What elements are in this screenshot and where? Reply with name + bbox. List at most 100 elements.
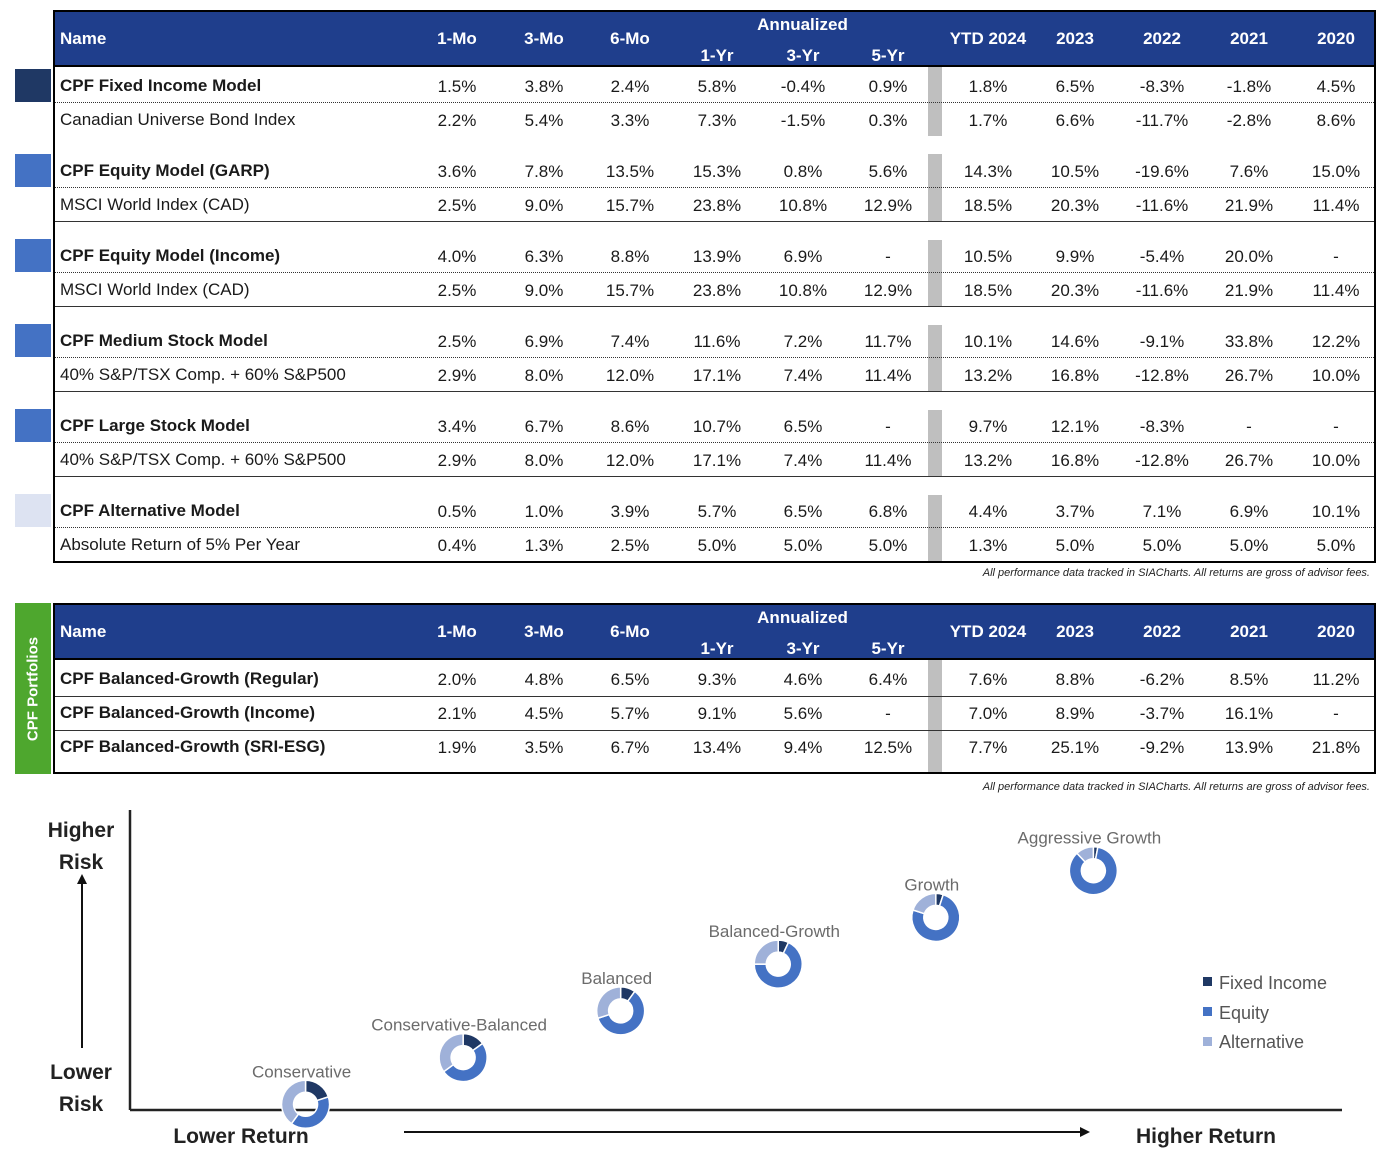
portfolio-point-balanced: Balanced (581, 969, 652, 1036)
cell-3-yr: 10.8% (778, 281, 828, 300)
cell-ytd-2024: 14.3% (963, 162, 1013, 181)
cell-2022: -12.8% (1135, 366, 1189, 385)
cell-2023: 9.9% (1055, 247, 1095, 266)
cell-6-mo: 5.7% (610, 704, 650, 723)
cell-3-yr: 9.4% (783, 738, 823, 757)
donut-slice-equity (753, 941, 803, 989)
cell-2022: -8.3% (1139, 417, 1185, 436)
donut-slice-alternative (1075, 845, 1095, 864)
cell-1-mo: 3.6% (437, 162, 477, 181)
point-label: Conservative (252, 1062, 351, 1081)
cell-3-yr: 6.5% (783, 502, 823, 521)
model-color-key (15, 324, 51, 357)
portfolio-point-growth: Growth (904, 875, 961, 943)
legend-label-equity: Equity (1219, 1003, 1269, 1023)
cell-2020: - (1333, 247, 1339, 266)
cell-2021: 6.9% (1229, 502, 1269, 521)
row-name: CPF Balanced-Growth (Income) (60, 703, 316, 722)
cell-1-mo: 2.9% (437, 366, 477, 385)
cell-ytd-2024: 10.1% (963, 332, 1013, 351)
cell-2023: 6.5% (1055, 77, 1095, 96)
row-name: CPF Alternative Model (60, 501, 240, 520)
row-name: CPF Equity Model (GARP) (60, 161, 270, 180)
cell-2020: 11.2% (1312, 670, 1360, 689)
cell-3-mo: 4.5% (524, 704, 564, 723)
portfolio-performance-table: Name Annualized 1-Mo 3-Mo 6-Mo 1-Yr 3-Yr 5-Yr… (53, 603, 1376, 774)
header-col-3-mo: 3-Mo (524, 29, 564, 48)
cell-3-mo: 3.8% (524, 77, 564, 96)
risk-arrow-head (77, 874, 87, 884)
portfolio-point-aggressive-growth: Aggressive Growth (1018, 829, 1161, 896)
header-col-2020: 2020 (1317, 622, 1355, 641)
table-row: CPF Balanced-Growth (Income) 2.1% 4.5% 5.7%… (55, 696, 1374, 731)
cell-6-mo: 12.0% (605, 366, 655, 385)
cell-1-mo: 3.4% (437, 417, 477, 436)
donut-slice-equity (442, 1042, 488, 1083)
cell-1-mo: 2.5% (437, 281, 477, 300)
cell-3-yr: 7.4% (783, 451, 823, 470)
cell-2020: 11.4% (1312, 196, 1360, 215)
cell-1-yr: 13.4% (692, 738, 742, 757)
cell-3-yr: 7.2% (783, 332, 823, 351)
cell-5-yr: 5.6% (868, 162, 908, 181)
cell-1-yr: 13.9% (692, 247, 742, 266)
cell-2020: 11.4% (1312, 281, 1360, 300)
header-col-6-mo: 6-Mo (610, 622, 650, 641)
cell-ytd-2024: 1.8% (968, 77, 1008, 96)
cell-1-mo: 2.5% (437, 196, 477, 215)
cell-3-yr: 5.6% (783, 704, 823, 723)
header-col-1-mo: 1-Mo (437, 622, 477, 641)
cell-3-mo: 9.0% (524, 281, 564, 300)
cell-5-yr: 12.9% (863, 281, 913, 300)
cell-6-mo: 2.5% (610, 536, 650, 555)
cell-2023: 20.3% (1050, 281, 1100, 300)
table-row: CPF Balanced-Growth (SRI-ESG) 1.9% 3.5% 6.7… (55, 730, 1374, 764)
cell-6-mo: 3.3% (610, 111, 650, 130)
cell-2021: 16.1% (1224, 704, 1274, 723)
model-color-key (15, 239, 51, 272)
cell-1-mo: 1.9% (437, 738, 477, 757)
footnote: All performance data tracked in SIAChart… (982, 781, 1370, 793)
cell-3-mo: 6.3% (524, 247, 564, 266)
header-col-2022: 2022 (1143, 622, 1181, 641)
table-row: Canadian Universe Bond Index 2.2% 5.4% 3.3%… (55, 103, 1374, 137)
row-name: 40% S&P/TSX Comp. + 60% S&P500 (60, 450, 346, 469)
cell-2021: -1.8% (1226, 77, 1272, 96)
cell-2022: -12.8% (1135, 451, 1189, 470)
donut-slice-alternative (595, 986, 622, 1020)
header-name: Name (60, 29, 107, 48)
chart-legend: Fixed Income Equity Alternative (1203, 973, 1327, 1052)
cell-3-yr: 7.4% (783, 366, 823, 385)
cell-6-mo: 8.8% (610, 247, 650, 266)
cell-2022: -8.3% (1139, 77, 1185, 96)
header-col-2020: 2020 (1317, 29, 1355, 48)
donut-slice-alternative (912, 892, 937, 915)
header-annualized: Annualized (757, 608, 848, 627)
cell-1-mo: 4.0% (437, 247, 477, 266)
header-col-5-yr: 5-Yr (871, 639, 905, 658)
group-gap (55, 136, 1374, 154)
model-color-key (15, 409, 51, 442)
cell-2022: -9.2% (1139, 738, 1185, 757)
donut-slice-alternative (280, 1079, 307, 1125)
table-row: MSCI World Index (CAD) 2.5% 9.0% 15.7% 23.8%… (55, 273, 1374, 307)
cell-2021: 8.5% (1229, 670, 1269, 689)
header-col-1-mo: 1-Mo (437, 29, 477, 48)
cell-5-yr: 6.4% (868, 670, 908, 689)
cell-ytd-2024: 7.7% (968, 738, 1008, 757)
cell-2020: 21.8% (1311, 738, 1361, 757)
cell-ytd-2024: 13.2% (963, 451, 1013, 470)
cell-3-yr: 6.5% (783, 417, 823, 436)
cell-1-mo: 0.4% (437, 536, 477, 555)
lower-risk-label-2: Risk (59, 1093, 104, 1116)
cell-2020: 5.0% (1316, 536, 1356, 555)
cell-1-mo: 2.1% (437, 704, 477, 723)
cell-2023: 14.6% (1050, 332, 1100, 351)
cell-2023: 3.7% (1055, 502, 1095, 521)
cell-1-yr: 5.0% (697, 536, 737, 555)
cell-ytd-2024: 1.7% (968, 111, 1008, 130)
portfolios-side-tab: CPF Portfolios (15, 603, 51, 774)
cell-2020: 15.0% (1311, 162, 1361, 181)
cell-3-yr: 5.0% (783, 536, 823, 555)
donut-slice-equity (596, 990, 646, 1036)
